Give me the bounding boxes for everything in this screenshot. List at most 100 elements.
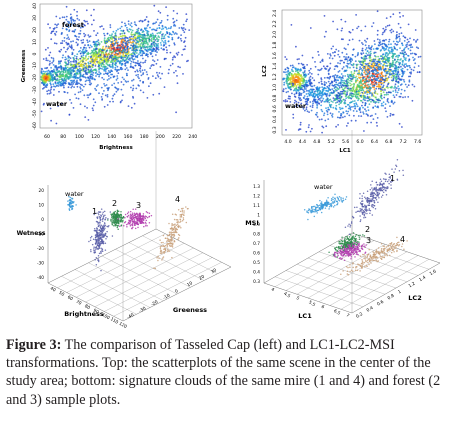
density-point [158,92,161,95]
density-point [412,59,415,62]
density-point [403,40,406,42]
density-point [336,101,339,103]
density-point [88,83,91,86]
density-point [362,112,365,115]
density-point [364,57,366,60]
density-point [322,97,325,100]
mire-1-point [98,245,100,248]
density-point [362,52,365,54]
density-point [63,77,66,80]
density-point [124,64,127,67]
density-point [336,116,339,119]
density-point [142,91,145,94]
density-point [379,87,382,90]
density-point [113,44,116,46]
density-point [186,18,188,21]
density-point [92,69,95,71]
density-point [363,96,366,99]
mire-1-point [103,235,105,237]
density-point [128,36,131,39]
density-point [350,75,353,78]
density-point [394,43,397,45]
x-tick-labels: 4.0 4.4 4.8 5.2 5.6 6.0 6.4 6.8 7.2 7.6 [284,139,421,145]
density-point [157,40,159,43]
density-point [284,56,287,58]
density-point [321,91,324,94]
density-point [155,54,157,56]
density-point [73,55,76,57]
density-point [128,41,130,44]
density-point [109,26,112,29]
density-point [115,50,117,53]
density-point [355,80,357,83]
density-point [146,97,149,99]
density-point [333,76,336,79]
density-point [335,89,338,92]
density-point [296,68,299,71]
density-point [386,116,389,118]
density-point [347,75,349,78]
density-point [165,26,167,29]
density-point [124,54,127,57]
density-point [374,58,376,61]
tick-label: 120 [91,134,100,140]
density-point [305,93,308,95]
density-point [332,101,334,103]
density-point [71,85,74,87]
density-point [106,94,109,96]
density-point [51,78,54,81]
density-point [382,84,385,87]
density-point [163,37,166,39]
density-point [92,104,95,107]
mire-1-point [95,248,97,250]
density-point [346,112,349,115]
density-point [328,94,331,97]
density-point [309,75,312,78]
water-point [71,208,73,210]
density-point [302,82,304,85]
density-point [326,98,329,101]
density-point [345,105,347,108]
density-point [49,82,52,84]
density-point [340,18,343,21]
density-point [284,71,286,74]
mire-1-point [89,236,92,239]
density-point [81,75,84,78]
density-point [371,93,373,96]
water-point [71,197,73,200]
density-point [119,27,122,30]
density-point [55,26,58,29]
mire-1-point [92,238,95,241]
density-point [120,56,123,59]
density-point [376,62,379,65]
density-point [177,51,180,54]
density-point [284,68,287,71]
density-point [287,79,290,81]
density-point [353,100,356,102]
density-point [142,30,145,32]
density-point [354,104,356,107]
mire-1-point [100,208,103,210]
density-point [81,49,84,51]
density-point [132,87,135,90]
density-point [338,100,341,103]
density-point [316,104,319,107]
density-point [146,32,149,35]
density-point [355,103,358,106]
density-point [355,67,358,70]
density-point [182,23,185,26]
density-point [361,70,364,72]
density-point [371,99,374,102]
density-point [83,46,86,49]
density-point [152,22,155,25]
density-point [65,15,68,18]
density-point [352,63,355,65]
density-point [72,60,75,63]
density-point [286,80,289,83]
density-point [169,27,172,30]
density-point [346,90,349,92]
density-point [397,69,399,71]
density-point [159,42,162,44]
density-point [102,52,105,55]
density-point [376,38,379,41]
